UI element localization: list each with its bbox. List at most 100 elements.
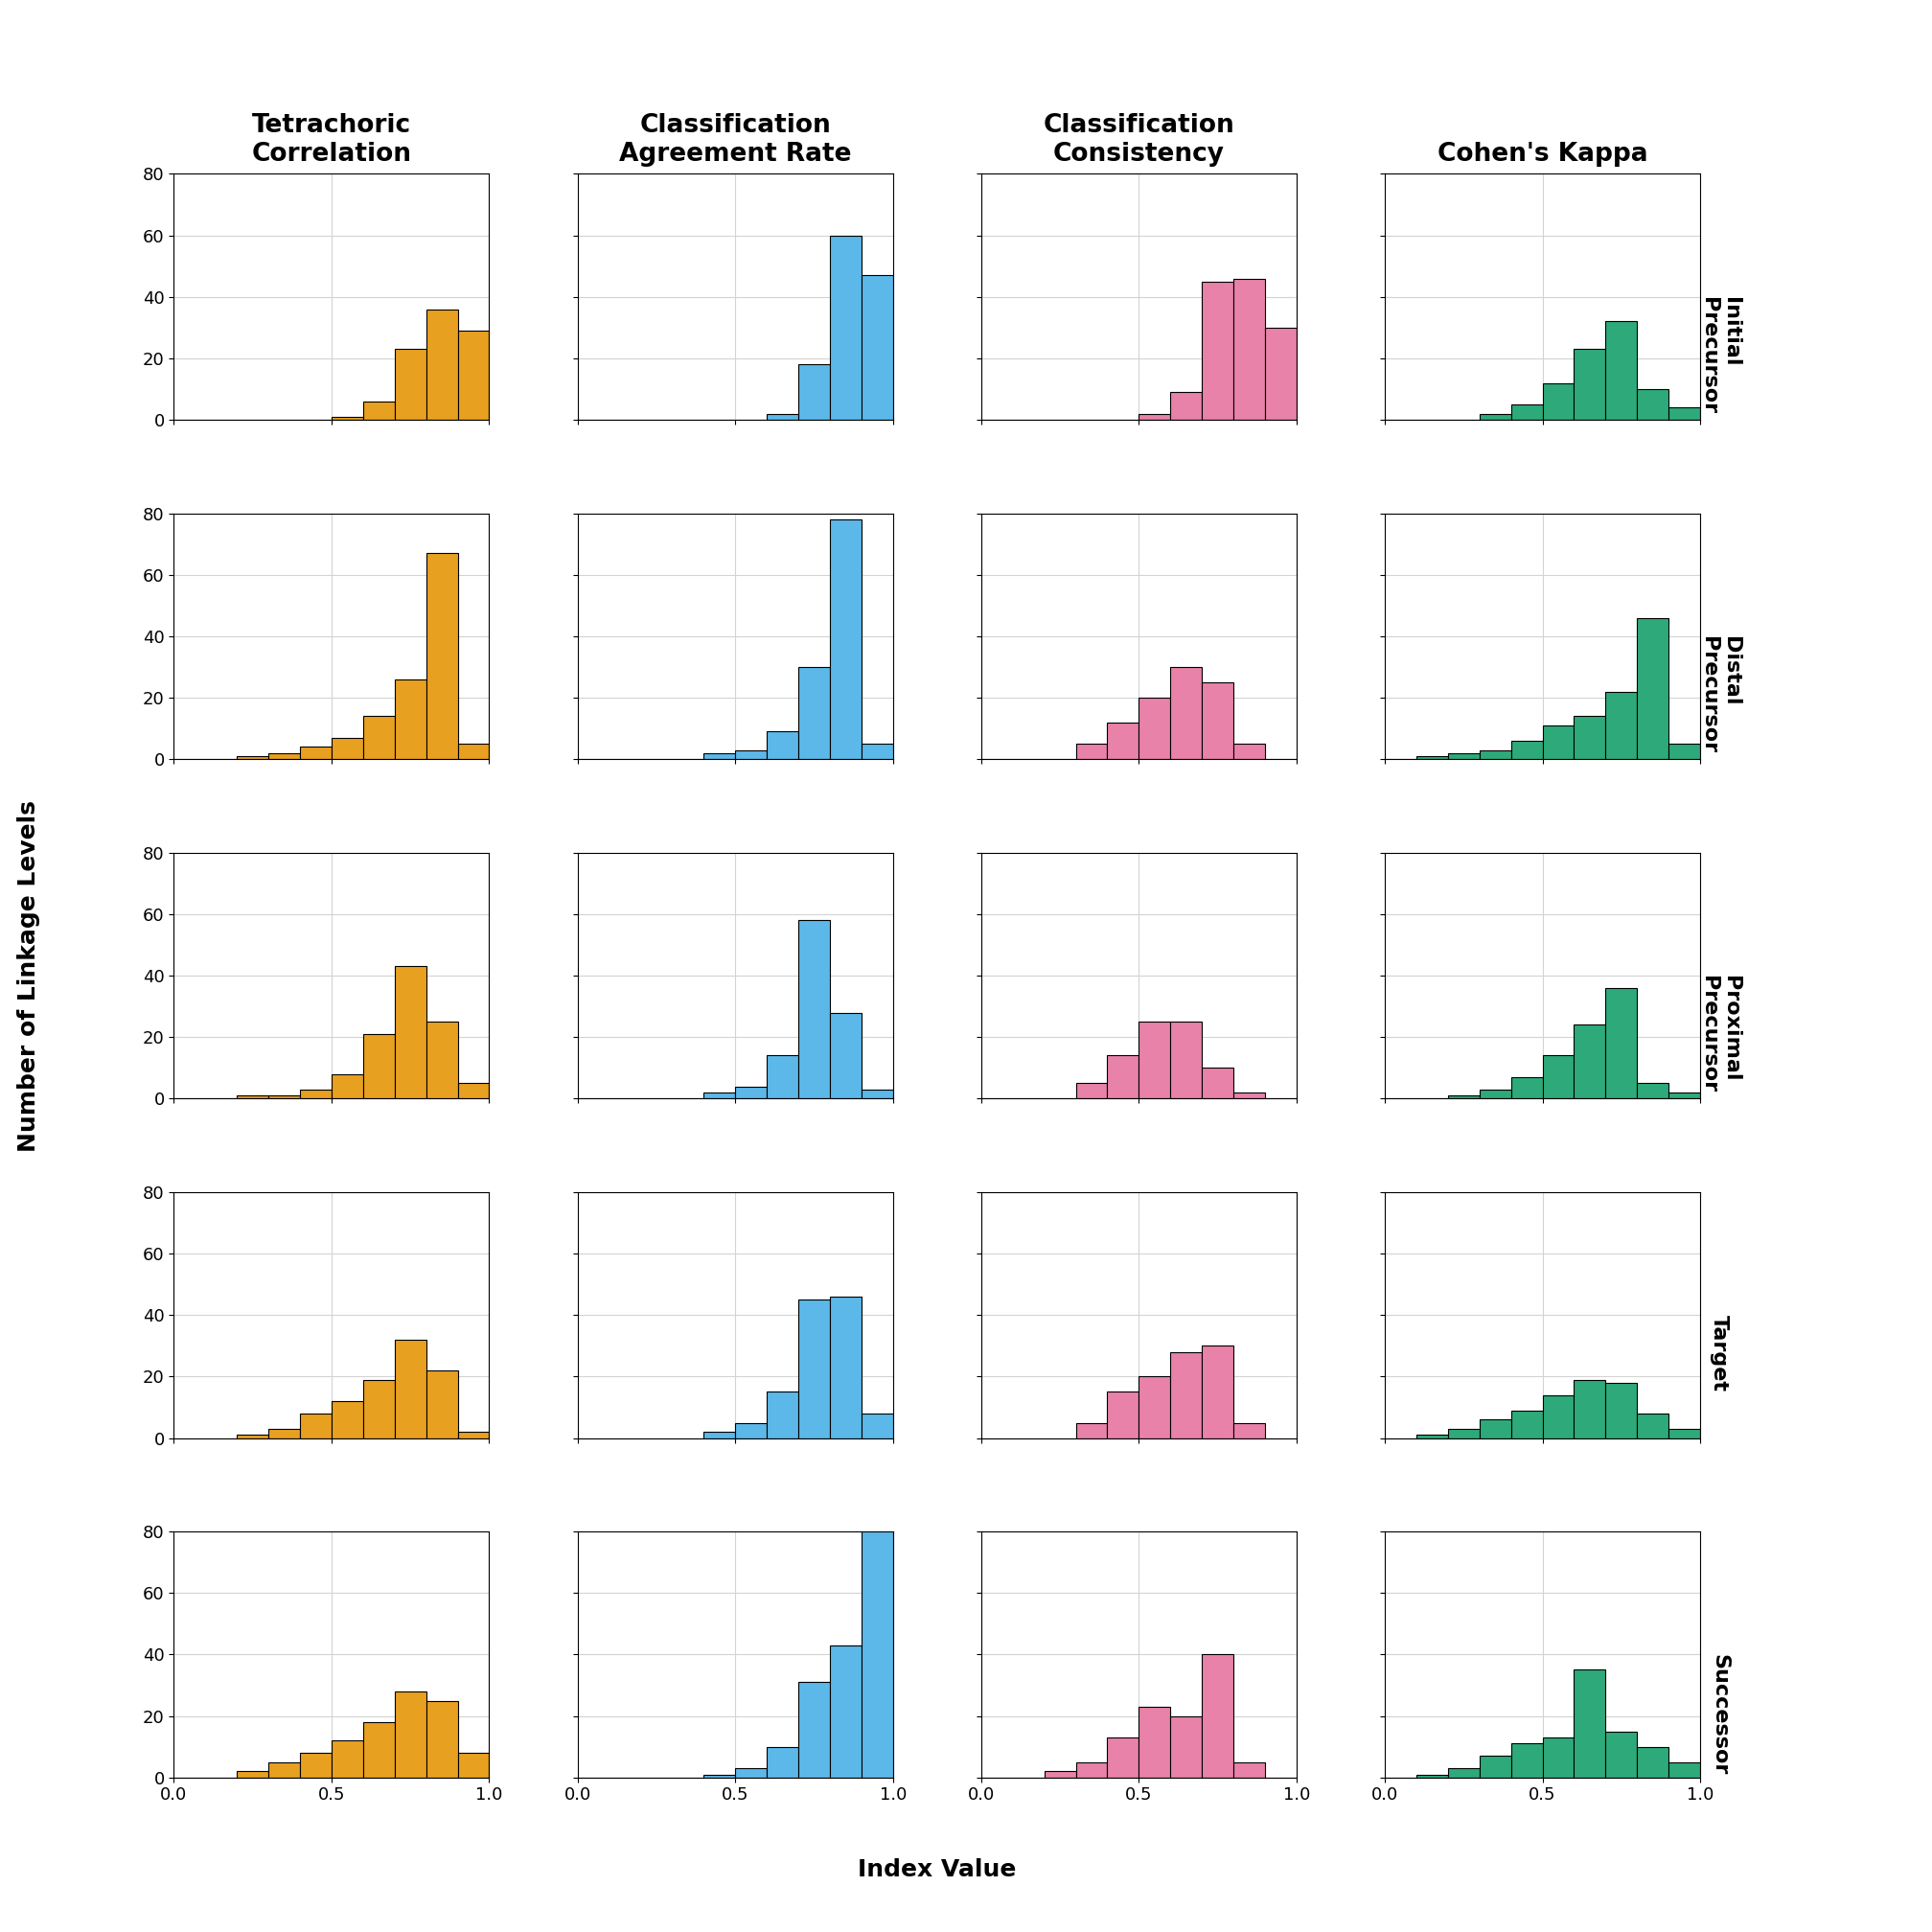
Bar [1669,1762,1700,1777]
Bar [1480,413,1511,419]
Bar [394,680,427,759]
Bar [1636,618,1669,759]
Bar [299,1090,332,1099]
Bar [862,1414,893,1437]
Bar [1669,1430,1700,1437]
Bar [1171,1716,1202,1777]
Bar [363,1379,394,1437]
Bar [1233,1092,1265,1099]
Bar [299,1752,332,1777]
Bar [767,413,798,419]
Bar [1511,1743,1542,1777]
Text: Distal
Precursor: Distal Precursor [1698,636,1741,753]
Bar [1233,278,1265,419]
Bar [1202,682,1233,759]
Title: Classification
Consistency: Classification Consistency [1043,112,1235,166]
Bar [1202,1347,1233,1437]
Bar [1076,1762,1107,1777]
Bar [238,755,269,759]
Bar [458,1752,489,1777]
Bar [1171,392,1202,419]
Bar [427,309,458,419]
Bar [1636,1414,1669,1437]
Text: Initial
Precursor: Initial Precursor [1698,298,1741,413]
Bar [798,1683,831,1777]
Bar [1233,1762,1265,1777]
Bar [1605,1383,1636,1437]
Bar [394,350,427,419]
Bar [1107,1055,1138,1099]
Bar [238,1772,269,1777]
Bar [299,1414,332,1437]
Bar [862,1090,893,1099]
Bar [427,1700,458,1777]
Bar [1265,328,1296,419]
Bar [238,1435,269,1437]
Bar [363,402,394,419]
Bar [767,1747,798,1777]
Text: Proximal
Precursor: Proximal Precursor [1698,976,1741,1094]
Text: Successor: Successor [1710,1654,1729,1776]
Bar [862,744,893,759]
Bar [798,365,831,419]
Bar [767,732,798,759]
Bar [1076,744,1107,759]
Bar [458,744,489,759]
Bar [1605,692,1636,759]
Bar [332,1401,363,1437]
Bar [703,1774,736,1777]
Bar [1171,667,1202,759]
Bar [1138,697,1171,759]
Bar [332,1074,363,1099]
Bar [1511,1410,1542,1437]
Bar [1138,1378,1171,1437]
Bar [363,1721,394,1777]
Bar [1171,1352,1202,1437]
Title: Cohen's Kappa: Cohen's Kappa [1437,141,1648,166]
Bar [458,330,489,419]
Bar [1636,388,1669,419]
Bar [703,1432,736,1437]
Title: Classification
Agreement Rate: Classification Agreement Rate [618,112,852,166]
Bar [1636,1084,1669,1099]
Bar [1542,724,1575,759]
Text: Target: Target [1710,1316,1729,1391]
Bar [1447,1430,1480,1437]
Title: Tetrachoric
Correlation: Tetrachoric Correlation [251,112,412,166]
Bar [269,1762,299,1777]
Bar [427,553,458,759]
Bar [1575,717,1605,759]
Bar [332,738,363,759]
Bar [427,1022,458,1099]
Bar [363,717,394,759]
Bar [1636,1747,1669,1777]
Bar [1542,1055,1575,1099]
Bar [1669,1092,1700,1099]
Bar [736,1086,767,1099]
Bar [736,750,767,759]
Bar [1480,1756,1511,1777]
Bar [1107,1391,1138,1437]
Bar [798,667,831,759]
Bar [1542,1395,1575,1437]
Bar [1669,744,1700,759]
Bar [1043,1772,1076,1777]
Bar [1202,1068,1233,1099]
Bar [831,1012,862,1099]
Bar [1416,1774,1447,1777]
Bar [1416,1435,1447,1437]
Bar [1233,1422,1265,1437]
Bar [831,236,862,419]
Bar [1447,1095,1480,1099]
Bar [1575,1669,1605,1777]
Bar [1575,350,1605,419]
Bar [1605,1731,1636,1777]
Text: Number of Linkage Levels: Number of Linkage Levels [17,800,41,1151]
Bar [332,1741,363,1777]
Bar [269,1430,299,1437]
Bar [798,920,831,1099]
Bar [427,1370,458,1437]
Bar [831,520,862,759]
Bar [767,1391,798,1437]
Bar [767,1055,798,1099]
